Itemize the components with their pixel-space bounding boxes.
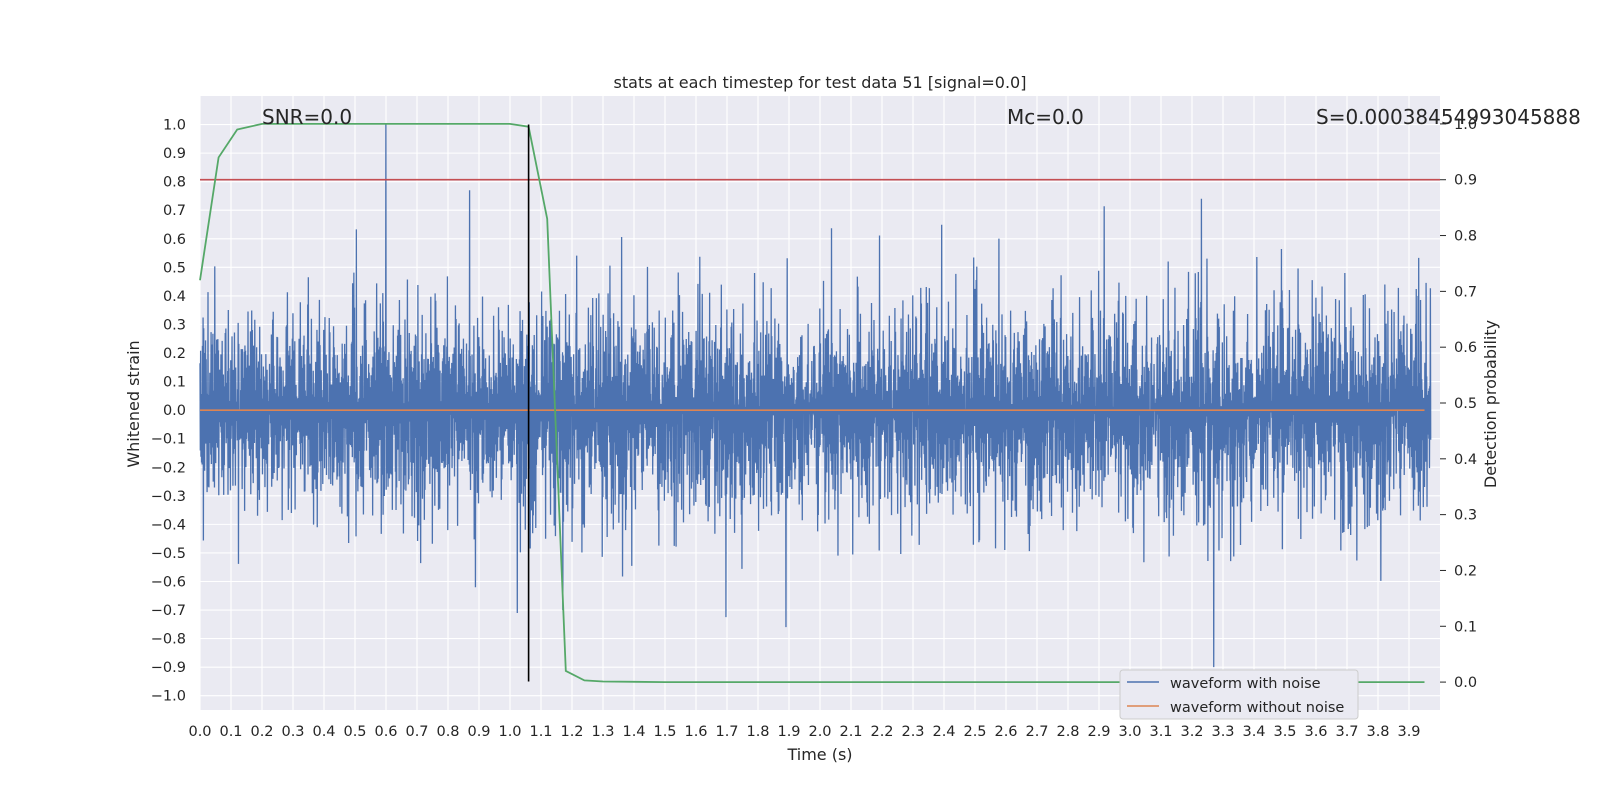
y2-tick-label: 0.3 — [1454, 508, 1477, 524]
x-tick-label: 1.8 — [746, 724, 769, 740]
snr-annotation: SNR=0.0 — [262, 105, 352, 129]
x-tick-label: 1.4 — [622, 724, 645, 740]
x-tick-label: 2.1 — [839, 724, 862, 740]
x-tick-label: 3.1 — [1149, 724, 1172, 740]
y2-tick-label: 0.0 — [1454, 675, 1477, 691]
y2-axis-label: Detection probability — [1481, 320, 1500, 488]
x-tick-label: 1.0 — [498, 724, 521, 740]
score-annotation: S=0.00038454993045888 — [1316, 105, 1581, 129]
x-tick-label: 3.6 — [1304, 724, 1327, 740]
x-tick-label: 3.7 — [1335, 724, 1358, 740]
x-tick-label: 1.6 — [684, 724, 707, 740]
x-tick-label: 1.2 — [560, 724, 583, 740]
y-tick-label: −1.0 — [151, 689, 186, 705]
y2-tick-label: 0.9 — [1454, 173, 1477, 189]
x-tick-label: 3.9 — [1397, 724, 1420, 740]
x-tick-label: 3.8 — [1366, 724, 1389, 740]
y-tick-label: −0.1 — [151, 432, 186, 448]
noisy-waveform-line — [199, 124, 1432, 668]
x-tick-label: 1.5 — [653, 724, 676, 740]
tick-labels: 0.0 0.1 0.2 0.3 0.4 0.5 0.6 0.7 0.8 0.9 1.0 1.1 1.2 1… — [151, 117, 1477, 740]
x-tick-label: 1.1 — [529, 724, 552, 740]
x-tick-label: 2.3 — [901, 724, 924, 740]
x-tick-label: 0.1 — [219, 724, 242, 740]
y-tick-label: −0.2 — [151, 460, 186, 476]
y2-tick-label: 0.5 — [1454, 396, 1477, 412]
y-tick-label: 0.5 — [163, 260, 186, 276]
legend: waveform with noise waveform without noi… — [1119, 669, 1359, 720]
x-tick-label: 0.2 — [250, 724, 273, 740]
y-tick-label: 0.1 — [163, 375, 186, 391]
x-tick-label: 0.8 — [436, 724, 459, 740]
x-tick-label: 2.5 — [963, 724, 986, 740]
x-tick-label: 0.9 — [467, 724, 490, 740]
x-tick-label: 2.6 — [994, 724, 1017, 740]
legend-label-noisy: waveform with noise — [1170, 676, 1321, 692]
y-tick-label: −0.3 — [151, 489, 186, 505]
y-tick-label: 0.2 — [163, 346, 186, 362]
x-tick-label: 2.4 — [932, 724, 955, 740]
x-tick-label: 0.3 — [281, 724, 304, 740]
x-axis-label: Time (s) — [786, 745, 852, 764]
x-tick-label: 1.7 — [715, 724, 738, 740]
x-tick-label: 0.6 — [374, 724, 397, 740]
y2-tick-label: 1.0 — [1454, 117, 1477, 133]
legend-label-clean: waveform without noise — [1170, 700, 1344, 716]
y-tick-label: 0.7 — [163, 203, 186, 219]
y-tick-label: −0.8 — [151, 632, 186, 648]
y-tick-label: 1.0 — [163, 118, 186, 134]
x-tick-label: 3.3 — [1211, 724, 1234, 740]
y-tick-label: −0.6 — [151, 574, 186, 590]
x-tick-label: 2.8 — [1056, 724, 1079, 740]
chirp-mass-annotation: Mᴄ=0.0 — [1007, 105, 1084, 129]
y2-tick-label: 0.8 — [1454, 229, 1477, 245]
x-tick-label: 3.4 — [1242, 724, 1265, 740]
x-tick-label: 3.5 — [1273, 724, 1296, 740]
x-tick-label: 0.0 — [188, 724, 211, 740]
y-tick-label: 0.0 — [163, 403, 186, 419]
x-tick-label: 1.9 — [777, 724, 800, 740]
x-tick-label: 3.0 — [1118, 724, 1141, 740]
chart-title: stats at each timestep for test data 51 … — [614, 73, 1027, 92]
x-tick-label: 0.7 — [405, 724, 428, 740]
x-tick-label: 0.4 — [312, 724, 335, 740]
x-tick-label: 2.2 — [870, 724, 893, 740]
y-tick-label: 0.6 — [163, 232, 186, 248]
x-tick-label: 2.7 — [1025, 724, 1048, 740]
y2-tick-label: 0.4 — [1454, 452, 1477, 468]
x-tick-label: 2.9 — [1087, 724, 1110, 740]
y-axis-label: Whitened strain — [124, 340, 143, 467]
y-tick-label: −0.9 — [151, 660, 186, 676]
y-tick-label: 0.9 — [163, 146, 186, 162]
y2-tick-label: 0.1 — [1454, 619, 1477, 635]
y2-tick-label: 0.6 — [1454, 340, 1477, 356]
y2-tick-label: 0.7 — [1454, 284, 1477, 300]
y2-tick-label: 0.2 — [1454, 563, 1477, 579]
legend-box — [1119, 669, 1359, 720]
y-tick-label: −0.4 — [151, 517, 186, 533]
y-tick-label: −0.7 — [151, 603, 186, 619]
data-layer — [199, 123, 1440, 683]
x-tick-label: 1.3 — [591, 724, 614, 740]
x-tick-label: 0.5 — [343, 724, 366, 740]
y-tick-label: 0.3 — [163, 317, 186, 333]
x-tick-label: 2.0 — [808, 724, 831, 740]
y-tick-label: 0.8 — [163, 175, 186, 191]
x-tick-label: 3.2 — [1180, 724, 1203, 740]
y-tick-label: −0.5 — [151, 546, 186, 562]
y-tick-label: 0.4 — [163, 289, 186, 305]
